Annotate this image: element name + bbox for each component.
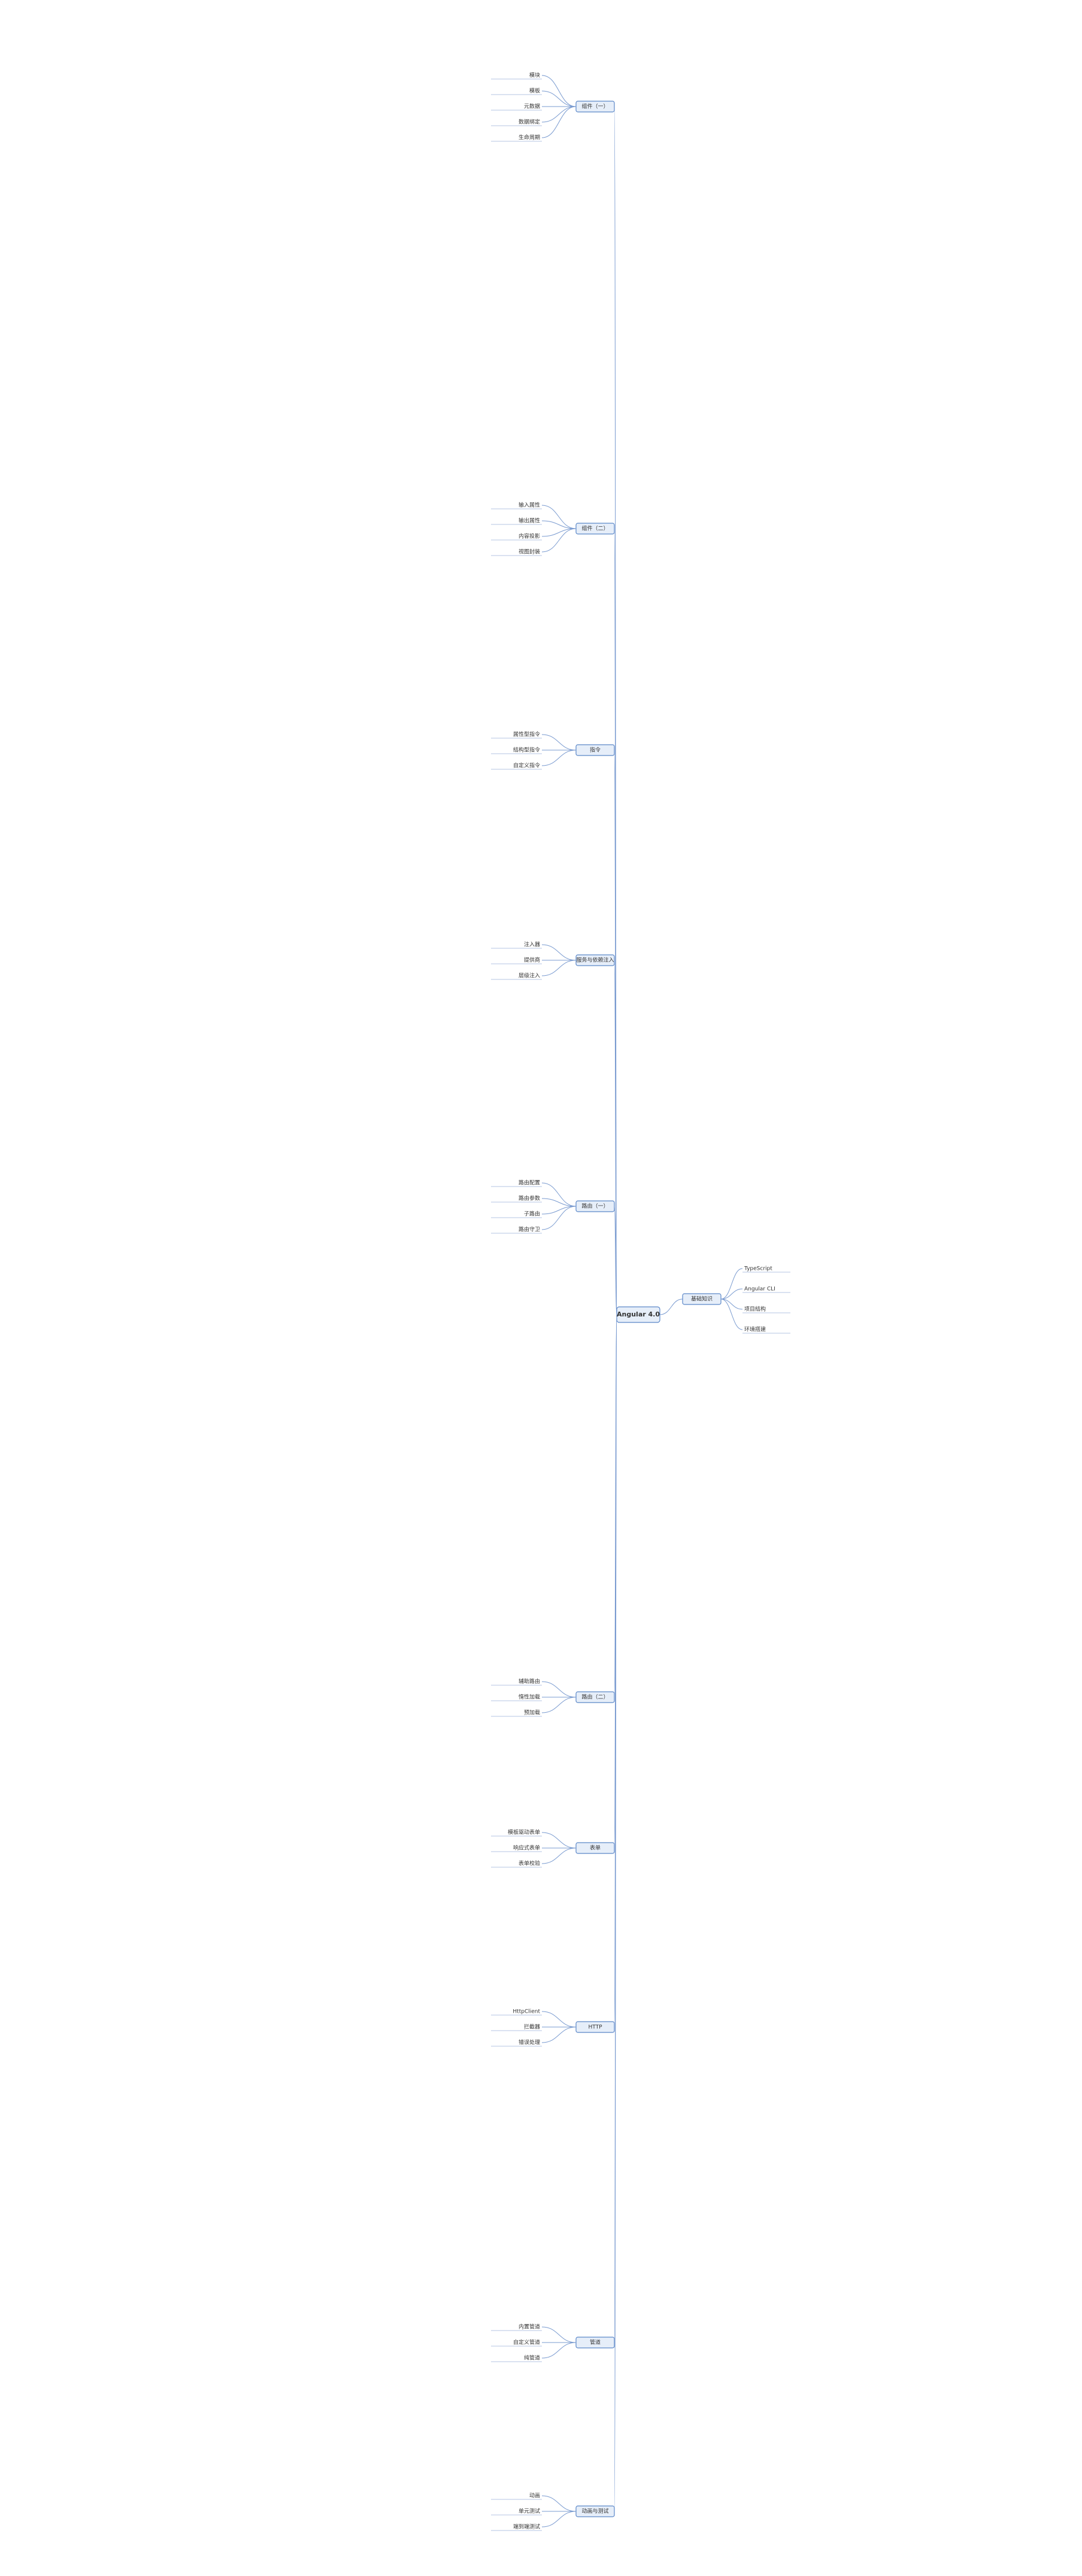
child-link — [541, 2342, 577, 2359]
child-label: 层级注入 — [519, 972, 540, 979]
child-label: 辅助路由 — [519, 1678, 540, 1685]
branch-label: 指令 — [590, 747, 601, 754]
child-link — [720, 1268, 743, 1300]
child-label: 端到端测试 — [513, 2523, 540, 2531]
branch-link — [614, 1314, 617, 2512]
child-link — [720, 1298, 743, 1310]
branch-label: 路由（一） — [581, 1203, 608, 1210]
child-label: 环境搭建 — [744, 1326, 766, 1333]
branch-label: 管道 — [590, 2339, 601, 2346]
child-label: 拦截器 — [524, 2023, 540, 2031]
child-label: 属性型指令 — [513, 731, 540, 738]
child-label: 注入器 — [524, 941, 540, 948]
child-link — [541, 1697, 577, 1713]
child-link — [541, 944, 577, 961]
child-label: 输出属性 — [519, 517, 540, 524]
child-label: 结构型指令 — [513, 747, 540, 754]
branch-label: 动画与测试 — [581, 2508, 608, 2515]
child-link — [541, 2495, 577, 2512]
child-link — [541, 750, 577, 766]
child-link — [541, 520, 577, 529]
child-label: 纯管道 — [524, 2354, 540, 2362]
child-link — [541, 2326, 577, 2343]
child-label: HttpClient — [513, 2009, 540, 2015]
child-link — [541, 75, 577, 107]
branch-label: HTTP — [588, 2025, 602, 2031]
child-link — [541, 1206, 577, 1230]
child-link — [541, 505, 577, 529]
child-label: 项目结构 — [744, 1306, 766, 1313]
child-label: Angular CLI — [744, 1287, 775, 1292]
branch-label: 服务与依赖注入 — [576, 957, 614, 964]
child-link — [541, 1681, 577, 1698]
child-link — [541, 2026, 577, 2043]
child-label: TypeScript — [744, 1266, 772, 1272]
child-label: 元数据 — [524, 103, 540, 110]
child-label: 模块 — [529, 72, 540, 79]
child-label: 输入属性 — [519, 502, 540, 509]
branch-link — [659, 1298, 683, 1315]
child-label: 内置管道 — [519, 2323, 540, 2331]
child-label: 视图封装 — [519, 548, 540, 556]
child-label: 模板驱动表单 — [508, 1829, 540, 1836]
child-label: 错误处理 — [519, 2039, 540, 2046]
child-label: 路由配置 — [519, 1179, 540, 1187]
child-link — [541, 1832, 577, 1849]
branch-label: 表单 — [590, 1844, 601, 1852]
child-label: 数据绑定 — [519, 119, 540, 126]
child-label: 响应式表单 — [513, 1844, 540, 1852]
child-link — [541, 1198, 577, 1207]
branch-label: 组件（一） — [581, 103, 608, 110]
child-link — [720, 1298, 743, 1330]
child-label: 表单校验 — [519, 1860, 540, 1867]
child-link — [541, 2011, 577, 2028]
child-link — [541, 1182, 577, 1207]
branch-link — [614, 1206, 617, 1315]
branch-label: 组件（二） — [581, 525, 608, 532]
child-link — [541, 528, 577, 553]
child-label: 惰性加载 — [519, 1694, 540, 1701]
child-link — [541, 106, 577, 123]
branch-link — [614, 960, 617, 1315]
child-label: 路由参数 — [519, 1195, 540, 1202]
child-label: 自定义管道 — [513, 2339, 540, 2346]
child-label: 路由守卫 — [519, 1226, 540, 1233]
child-label: 预加载 — [524, 1709, 540, 1716]
central-label: Angular 4.0 — [617, 1310, 660, 1318]
branch-label: 基础知识 — [691, 1295, 713, 1303]
child-link — [541, 1206, 577, 1215]
child-link — [541, 528, 577, 537]
child-label: 模板 — [529, 87, 540, 95]
child-label: 自定义指令 — [513, 762, 540, 769]
child-link — [541, 90, 577, 107]
child-link — [541, 1847, 577, 1864]
child-link — [541, 960, 577, 976]
child-label: 生命周期 — [519, 134, 540, 141]
branch-label: 路由（二） — [581, 1694, 608, 1701]
child-link — [541, 2511, 577, 2528]
child-label: 内容投影 — [519, 533, 540, 540]
child-label: 提供商 — [524, 957, 540, 964]
child-label: 单元测试 — [519, 2508, 540, 2515]
child-label: 子路由 — [524, 1210, 540, 1218]
child-link — [541, 106, 577, 138]
child-link — [541, 734, 577, 751]
child-label: 动画 — [529, 2493, 540, 2499]
child-link — [720, 1288, 743, 1300]
